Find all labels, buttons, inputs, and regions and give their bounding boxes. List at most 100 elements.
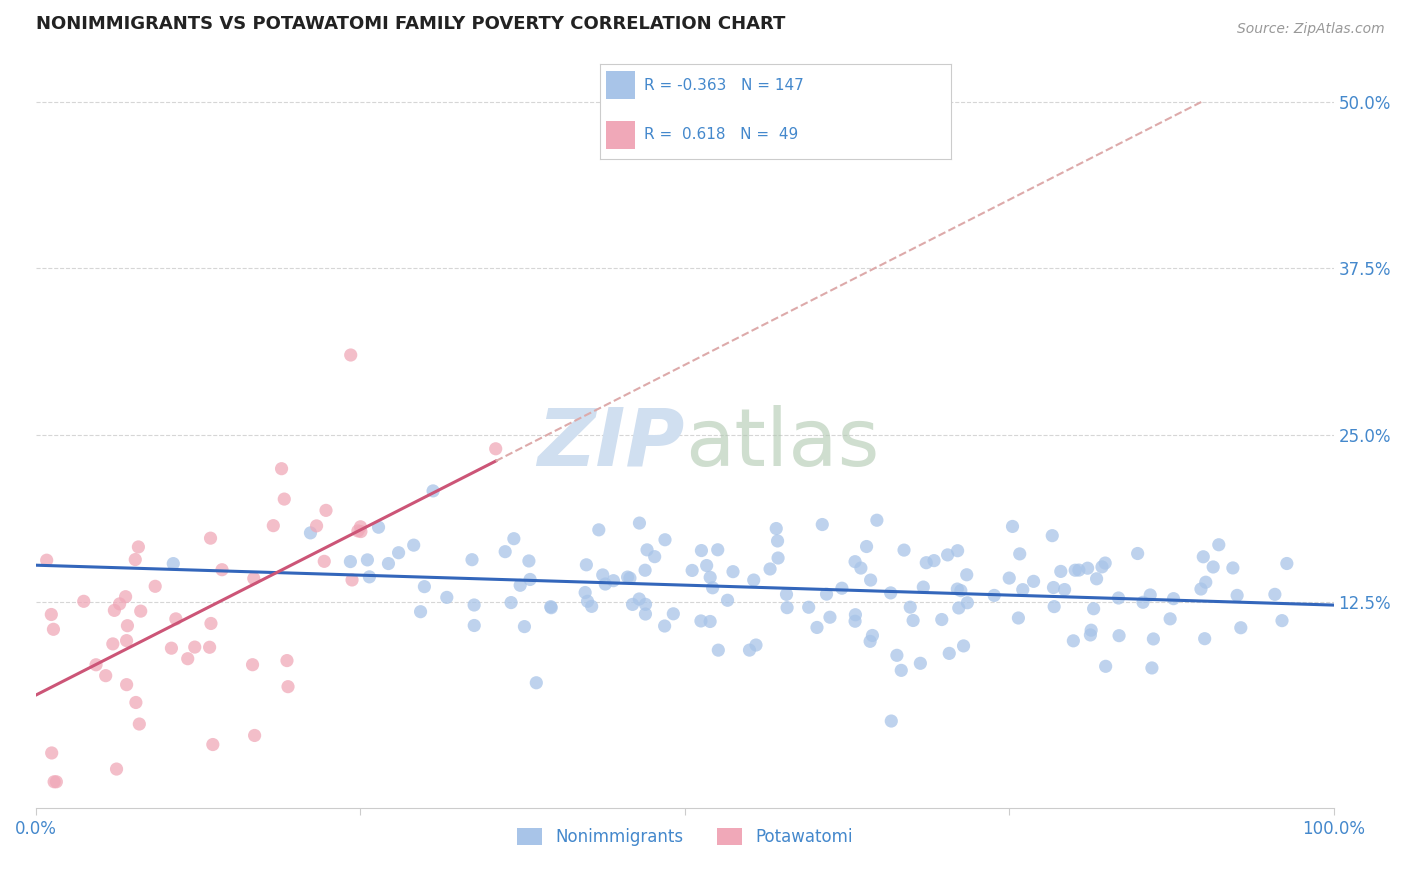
Point <box>1007 611 1029 625</box>
Point <box>41 746 63 760</box>
Point <box>602 574 624 588</box>
Point <box>716 593 738 607</box>
Text: Source: ZipAtlas.com: Source: ZipAtlas.com <box>1237 22 1385 37</box>
Point <box>1222 561 1244 575</box>
Point <box>42 774 65 789</box>
Point <box>177 651 200 665</box>
Point <box>654 533 676 547</box>
Point <box>1226 588 1249 602</box>
Point <box>948 601 970 615</box>
Point <box>356 553 378 567</box>
Point <box>1008 547 1031 561</box>
Point <box>463 598 485 612</box>
Point <box>463 618 485 632</box>
Point <box>1001 519 1024 533</box>
Point <box>117 618 139 632</box>
Point <box>517 554 540 568</box>
Point <box>581 599 603 614</box>
Point <box>898 600 921 615</box>
Point <box>901 614 924 628</box>
Point <box>893 543 915 558</box>
Point <box>1022 574 1045 589</box>
Point <box>636 542 658 557</box>
Point <box>1077 561 1099 575</box>
Point <box>115 678 138 692</box>
Point <box>461 552 484 566</box>
Point <box>277 680 299 694</box>
Point <box>243 572 266 586</box>
Point <box>377 557 399 571</box>
Point <box>1264 587 1286 601</box>
Point <box>84 657 107 672</box>
Point <box>1108 591 1130 605</box>
Point <box>742 573 765 587</box>
Point <box>616 570 638 584</box>
Point <box>595 577 617 591</box>
Point <box>165 612 187 626</box>
Point <box>1194 632 1216 646</box>
Point <box>946 543 969 558</box>
Point <box>915 556 938 570</box>
Point <box>1142 632 1164 646</box>
Point <box>628 516 651 530</box>
Point <box>1080 628 1102 642</box>
Point <box>1163 591 1185 606</box>
Point <box>1132 595 1154 609</box>
Point <box>654 619 676 633</box>
Point <box>339 555 361 569</box>
Point <box>387 546 409 560</box>
Point <box>1159 612 1181 626</box>
Point <box>886 648 908 663</box>
Point <box>890 664 912 678</box>
Point <box>350 524 373 539</box>
Point <box>45 774 67 789</box>
Point <box>262 518 284 533</box>
Point <box>201 738 224 752</box>
Point <box>409 605 432 619</box>
Point <box>634 607 657 621</box>
Point <box>124 552 146 566</box>
Point <box>1139 588 1161 602</box>
Point <box>276 654 298 668</box>
Point <box>1192 549 1215 564</box>
Point <box>576 594 599 608</box>
Point <box>775 587 797 601</box>
Point <box>621 598 644 612</box>
Point <box>644 549 666 564</box>
Point <box>1083 601 1105 615</box>
Point <box>690 614 713 628</box>
Point <box>696 558 718 573</box>
Point <box>513 619 536 633</box>
Point <box>707 643 730 657</box>
Point <box>105 762 128 776</box>
Point <box>956 567 979 582</box>
Text: NONIMMIGRANTS VS POTAWATOMI FAMILY POVERTY CORRELATION CHART: NONIMMIGRANTS VS POTAWATOMI FAMILY POVER… <box>37 15 786 33</box>
Point <box>859 573 882 587</box>
Point <box>592 568 614 582</box>
Point <box>879 586 901 600</box>
Point <box>305 519 328 533</box>
Point <box>1195 575 1218 590</box>
Point <box>315 503 337 517</box>
Point <box>998 571 1021 585</box>
Point <box>738 643 761 657</box>
Point <box>184 640 207 654</box>
Point <box>1053 582 1076 597</box>
Point <box>862 628 884 642</box>
Point <box>745 638 768 652</box>
Point <box>721 565 744 579</box>
Point <box>765 522 787 536</box>
Text: ZIP: ZIP <box>537 405 685 483</box>
Point <box>1091 560 1114 574</box>
Point <box>402 538 425 552</box>
Point <box>634 563 657 577</box>
Point <box>211 563 233 577</box>
Point <box>811 517 834 532</box>
Point <box>910 657 932 671</box>
Point <box>200 531 222 545</box>
Point <box>1085 572 1108 586</box>
Point <box>938 646 960 660</box>
Point <box>936 548 959 562</box>
Point <box>1094 556 1116 570</box>
Point <box>634 598 657 612</box>
